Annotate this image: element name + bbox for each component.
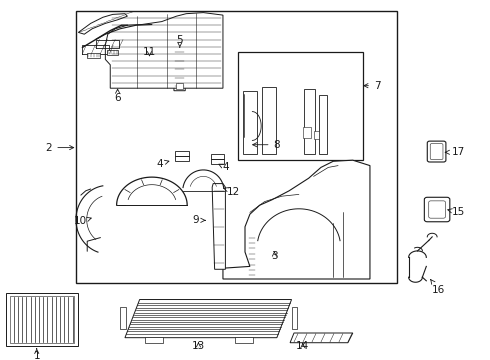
Polygon shape <box>262 87 276 154</box>
Polygon shape <box>318 95 327 154</box>
Polygon shape <box>125 300 292 338</box>
Text: 8: 8 <box>253 140 280 150</box>
Polygon shape <box>107 50 118 55</box>
Polygon shape <box>212 184 225 269</box>
Text: 9: 9 <box>193 215 205 225</box>
Polygon shape <box>235 337 253 343</box>
Text: 17: 17 <box>445 147 465 157</box>
Text: 6: 6 <box>114 89 121 103</box>
Text: 14: 14 <box>296 341 310 351</box>
Polygon shape <box>292 307 297 329</box>
Text: 4: 4 <box>156 159 169 169</box>
Text: 11: 11 <box>143 47 156 57</box>
Text: 12: 12 <box>223 186 240 197</box>
Text: 1: 1 <box>33 348 40 360</box>
Bar <box>211 154 224 159</box>
Bar <box>314 131 319 139</box>
Text: 7: 7 <box>364 81 381 91</box>
Polygon shape <box>120 307 126 329</box>
Bar <box>176 83 183 89</box>
Bar <box>211 159 224 164</box>
Text: 2: 2 <box>46 143 74 153</box>
Text: 13: 13 <box>192 341 205 351</box>
FancyBboxPatch shape <box>424 197 450 222</box>
Polygon shape <box>243 91 257 154</box>
Bar <box>175 156 189 161</box>
Text: 16: 16 <box>431 280 445 295</box>
Bar <box>6 293 78 346</box>
Polygon shape <box>223 160 370 279</box>
Text: 4: 4 <box>219 162 229 172</box>
FancyBboxPatch shape <box>427 141 446 162</box>
Text: 3: 3 <box>271 251 278 261</box>
Polygon shape <box>174 48 185 91</box>
Bar <box>175 151 189 156</box>
Polygon shape <box>105 13 223 88</box>
Polygon shape <box>145 337 163 343</box>
Bar <box>303 127 311 138</box>
Text: 10: 10 <box>74 216 91 226</box>
Polygon shape <box>290 333 353 343</box>
Polygon shape <box>78 14 127 34</box>
Text: 15: 15 <box>448 207 465 217</box>
Bar <box>10 296 74 343</box>
Bar <box>76 11 397 283</box>
Polygon shape <box>87 53 100 58</box>
Text: 5: 5 <box>176 35 183 48</box>
Bar <box>238 52 363 160</box>
Polygon shape <box>304 89 315 154</box>
